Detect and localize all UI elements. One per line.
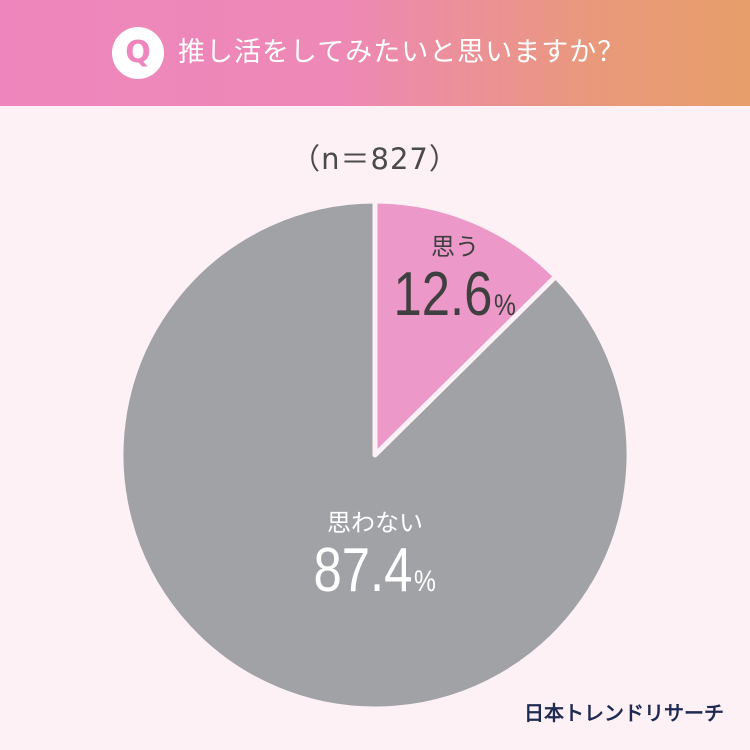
question-header: Q 推し活をしてみたいと思いますか？: [0, 0, 750, 106]
pie-slice-yes: [372, 198, 559, 458]
question-text: 推し活をしてみたいと思いますか？: [178, 37, 626, 68]
slice-value-no: 87.4%: [313, 536, 437, 605]
slice-label-yes: 思う 12.6%: [375, 232, 535, 339]
slice-category-yes: 思う: [431, 233, 479, 261]
slice-value-yes: 12.6%: [393, 260, 517, 329]
q-badge-icon: Q: [112, 27, 164, 79]
source-logo: 日本トレンドリサーチ: [524, 701, 724, 725]
pie-slice-no: [118, 198, 632, 712]
slice-category-no: 思わない: [327, 509, 423, 537]
slice-label-no: 思わない 87.4%: [290, 508, 460, 615]
sample-size-label: （n＝827）: [291, 142, 459, 176]
